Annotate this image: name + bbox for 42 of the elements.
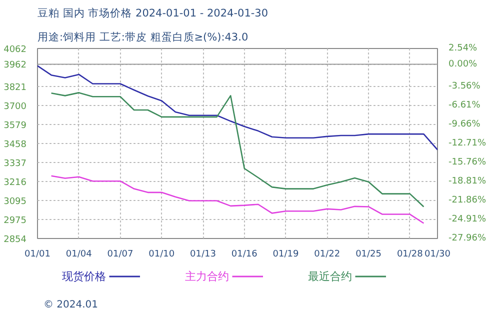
y-tick-label: 3216 [4,178,27,188]
x-tick-label: 01/30 [424,250,451,260]
chart-subtitle: 用途:饲料用 工艺:带皮 粗蛋白质≥(%):43.0 [38,30,248,44]
x-tick-label: 01/01 [24,250,50,260]
y-tick-label: 3337 [4,159,26,170]
x-tick-label: 01/04 [66,250,92,260]
y2-tick-label: -21.86% [448,196,487,206]
y-tick-label: 4062 [4,45,26,55]
x-tick-label: 01/19 [272,250,300,260]
x-tick-label: 01/28 [396,250,424,260]
y-tick-label: 3962 [4,60,26,71]
y2-tick-label: -24.91% [448,214,487,224]
y2-tick-label: -9.66% [448,120,481,130]
y-tick-label: 3579 [4,120,27,131]
chart-title: 豆粕 国内 市场价格 2024-01-01 - 2024-01-30 [38,6,268,20]
x-tick-label: 01/22 [314,250,340,260]
y2-tick-label: -6.61% [448,100,481,110]
x-tick-label: 01/07 [107,250,134,260]
legend-label: 主力合约 [185,270,230,283]
y-tick-label: 3700 [4,102,27,112]
x-tick-label: 01/16 [231,250,258,260]
legend-label: 现货价格 [62,270,106,283]
line-series [50,92,424,208]
y2-tick-label: -15.76% [448,158,487,168]
x-tick-label: 01/13 [190,250,216,260]
y-tick-label: 3095 [4,197,26,208]
text: © 2024.01 [44,300,98,310]
y2-tick-label: -18.81% [448,176,487,186]
y-tick-label: 3821 [4,82,26,93]
y2-tick-label: 0.00% [448,59,478,70]
y-tick-label: 2854 [4,235,27,245]
line-series [50,175,424,224]
y2-tick-label: -3.56% [448,82,481,92]
y2-tick-label: -12.71% [448,138,487,148]
y2-tick-label: 2.54% [448,44,478,54]
y-tick-label: 2975 [4,216,26,226]
x-tick-label: 01/25 [356,250,382,260]
x-tick-label: 01/10 [148,250,175,260]
y-tick-label: 3458 [4,140,27,150]
legend-label: 最近合约 [308,270,352,283]
y2-tick-label: -27.96% [448,234,487,244]
line-series [38,65,438,150]
